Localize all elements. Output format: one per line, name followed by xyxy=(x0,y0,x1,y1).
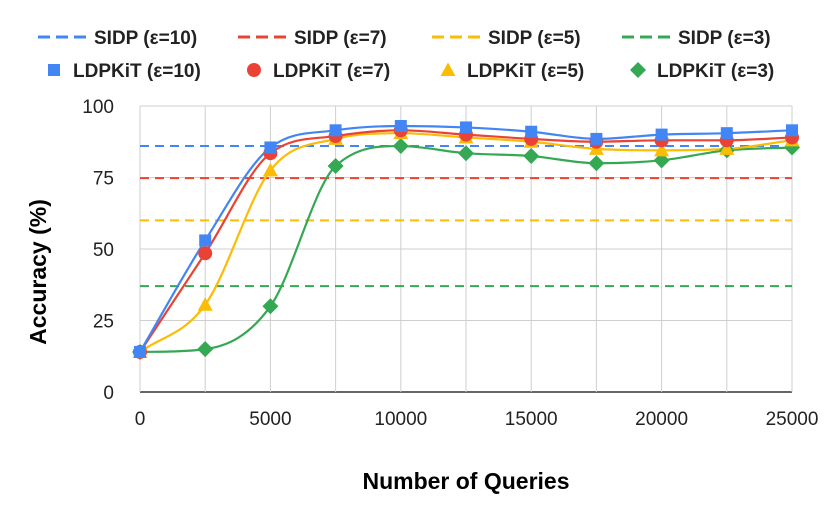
legend-label-ldpkit-7: LDPKiT (ε=7) xyxy=(273,61,390,82)
marker-ldpkit-10 xyxy=(329,124,342,137)
marker-ldpkit-10 xyxy=(655,128,668,141)
x-tick-label: 25000 xyxy=(766,409,819,430)
x-tick-labels: 0 5000 10000 15000 20000 25000 xyxy=(135,409,819,430)
marker-ldpkit-10 xyxy=(134,345,146,358)
marker-ldpkit-3 xyxy=(197,341,214,358)
y-tick-labels: 0 25 50 75 100 xyxy=(82,97,114,404)
x-tick-label: 0 xyxy=(135,409,146,430)
legend-swatch-ldpkit-10 xyxy=(48,64,60,76)
legend: SIDP (ε=10) SIDP (ε=7) SIDP (ε=5) SIDP (ε=3… xyxy=(38,28,774,82)
marker-ldpkit-3 xyxy=(392,138,409,155)
x-tick-label: 15000 xyxy=(505,409,558,430)
curve-ldpkit-5 xyxy=(139,132,793,353)
y-tick-label: 50 xyxy=(93,240,114,261)
marker-ldpkit-7 xyxy=(198,246,213,261)
legend-swatch-ldpkit-5 xyxy=(440,62,456,76)
y-tick-label: 0 xyxy=(103,383,114,404)
series-curves xyxy=(139,124,793,354)
legend-label-ldpkit-3: LDPKiT (ε=3) xyxy=(657,61,774,82)
marker-ldpkit-3 xyxy=(653,152,670,169)
marker-ldpkit-10 xyxy=(460,121,472,134)
legend-swatch-ldpkit-3 xyxy=(630,62,646,78)
y-axis-title: Accuracy (%) xyxy=(25,199,51,345)
x-tick-label: 5000 xyxy=(249,409,291,430)
marker-ldpkit-3 xyxy=(458,145,474,162)
series-markers xyxy=(132,120,800,360)
marker-ldpkit-10 xyxy=(199,234,212,247)
x-tick-label: 20000 xyxy=(635,409,688,430)
marker-ldpkit-10 xyxy=(264,141,277,154)
marker-ldpkit-10 xyxy=(720,127,733,140)
curve-ldpkit-7 xyxy=(139,129,793,353)
marker-ldpkit-5 xyxy=(719,141,735,155)
legend-label-ldpkit-5: LDPKiT (ε=5) xyxy=(467,61,584,82)
curve-ldpkit-10 xyxy=(139,124,793,353)
legend-label-ldpkit-10: LDPKiT (ε=10) xyxy=(73,61,201,82)
legend-label-sidp-3: SIDP (ε=3) xyxy=(678,28,771,49)
marker-ldpkit-3 xyxy=(262,298,279,315)
legend-label-sidp-7: SIDP (ε=7) xyxy=(294,28,387,49)
legend-label-sidp-5: SIDP (ε=5) xyxy=(488,28,581,49)
marker-ldpkit-3 xyxy=(523,148,540,165)
marker-ldpkit-5 xyxy=(262,162,278,177)
marker-ldpkit-3 xyxy=(327,158,344,175)
marker-ldpkit-10 xyxy=(590,132,603,145)
marker-ldpkit-10 xyxy=(394,120,407,133)
marker-ldpkit-10 xyxy=(525,125,538,138)
marker-ldpkit-3 xyxy=(588,155,605,172)
y-tick-label: 100 xyxy=(82,97,114,118)
marker-ldpkit-5 xyxy=(654,142,670,157)
y-tick-label: 25 xyxy=(93,312,114,333)
marker-ldpkit-10 xyxy=(786,124,798,137)
legend-label-sidp-10: SIDP (ε=10) xyxy=(94,28,197,49)
y-tick-label: 75 xyxy=(93,169,114,190)
x-tick-label: 10000 xyxy=(374,409,427,430)
x-axis-title: Number of Queries xyxy=(362,468,569,494)
curve-ldpkit-3 xyxy=(139,144,793,354)
legend-swatch-ldpkit-7 xyxy=(247,63,261,77)
marker-ldpkit-5 xyxy=(197,297,213,311)
